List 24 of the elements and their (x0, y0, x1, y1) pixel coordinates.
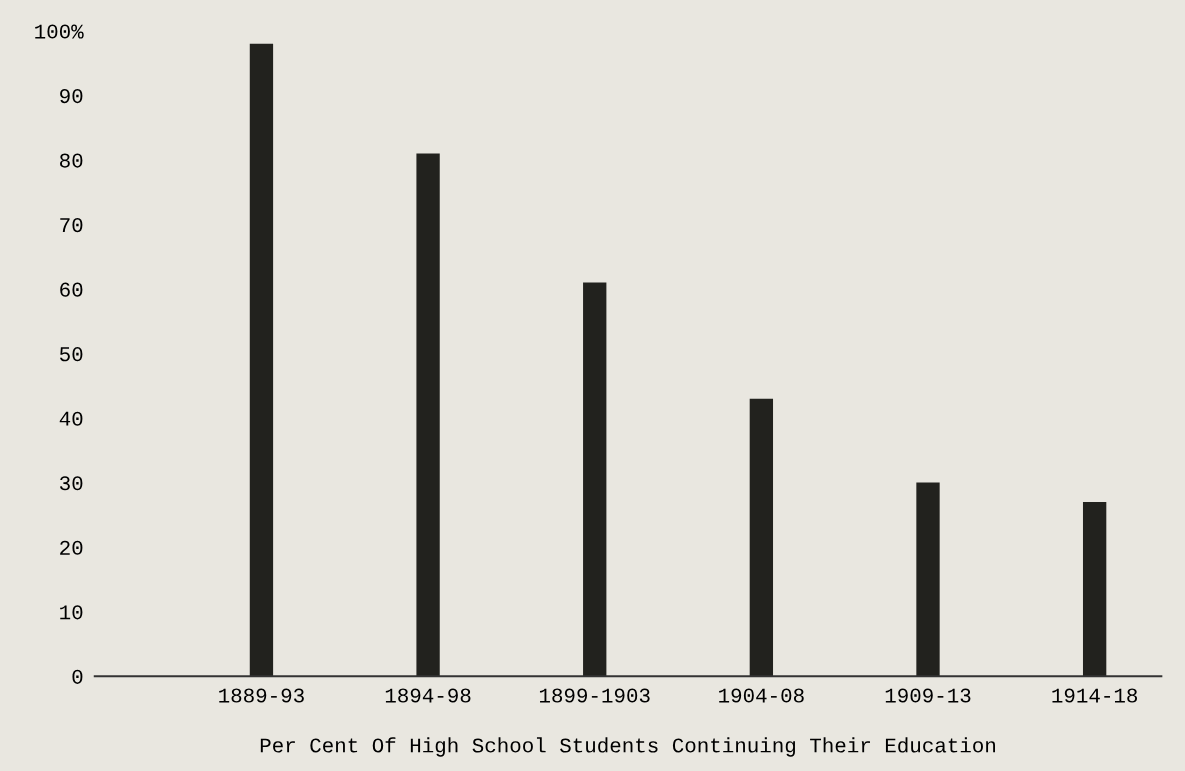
x-tick-label: 1914-18 (1052, 688, 1138, 703)
x-tick-label: 1899-1903 (539, 688, 650, 703)
y-tick-label: 0 (72, 669, 83, 684)
y-tick-label: 100% (35, 24, 84, 39)
x-tick-label: 1894-98 (385, 688, 471, 703)
y-tick-label: 20 (60, 540, 83, 555)
bar (1082, 501, 1107, 677)
x-axis-title: Per Cent Of High School Students Continuing Their Education (260, 737, 995, 757)
y-tick-label: 50 (59, 347, 83, 362)
y-tick-label: 90 (60, 88, 83, 104)
bar (749, 398, 774, 677)
y-tick-label: 30 (59, 476, 83, 491)
y-tick-label: 60 (60, 282, 83, 297)
y-tick-label: 10 (60, 605, 83, 620)
x-tick-label: 1909-13 (885, 688, 971, 703)
y-tick-label: 80 (60, 153, 83, 168)
bar (583, 282, 607, 677)
bar (416, 153, 440, 677)
y-tick-label: 40 (59, 411, 83, 426)
bar (916, 482, 940, 677)
x-tick-label: 1904-08 (719, 688, 804, 703)
x-tick-label: 1889-93 (219, 688, 304, 703)
bar (249, 43, 274, 677)
y-tick-label: 70 (60, 218, 83, 233)
